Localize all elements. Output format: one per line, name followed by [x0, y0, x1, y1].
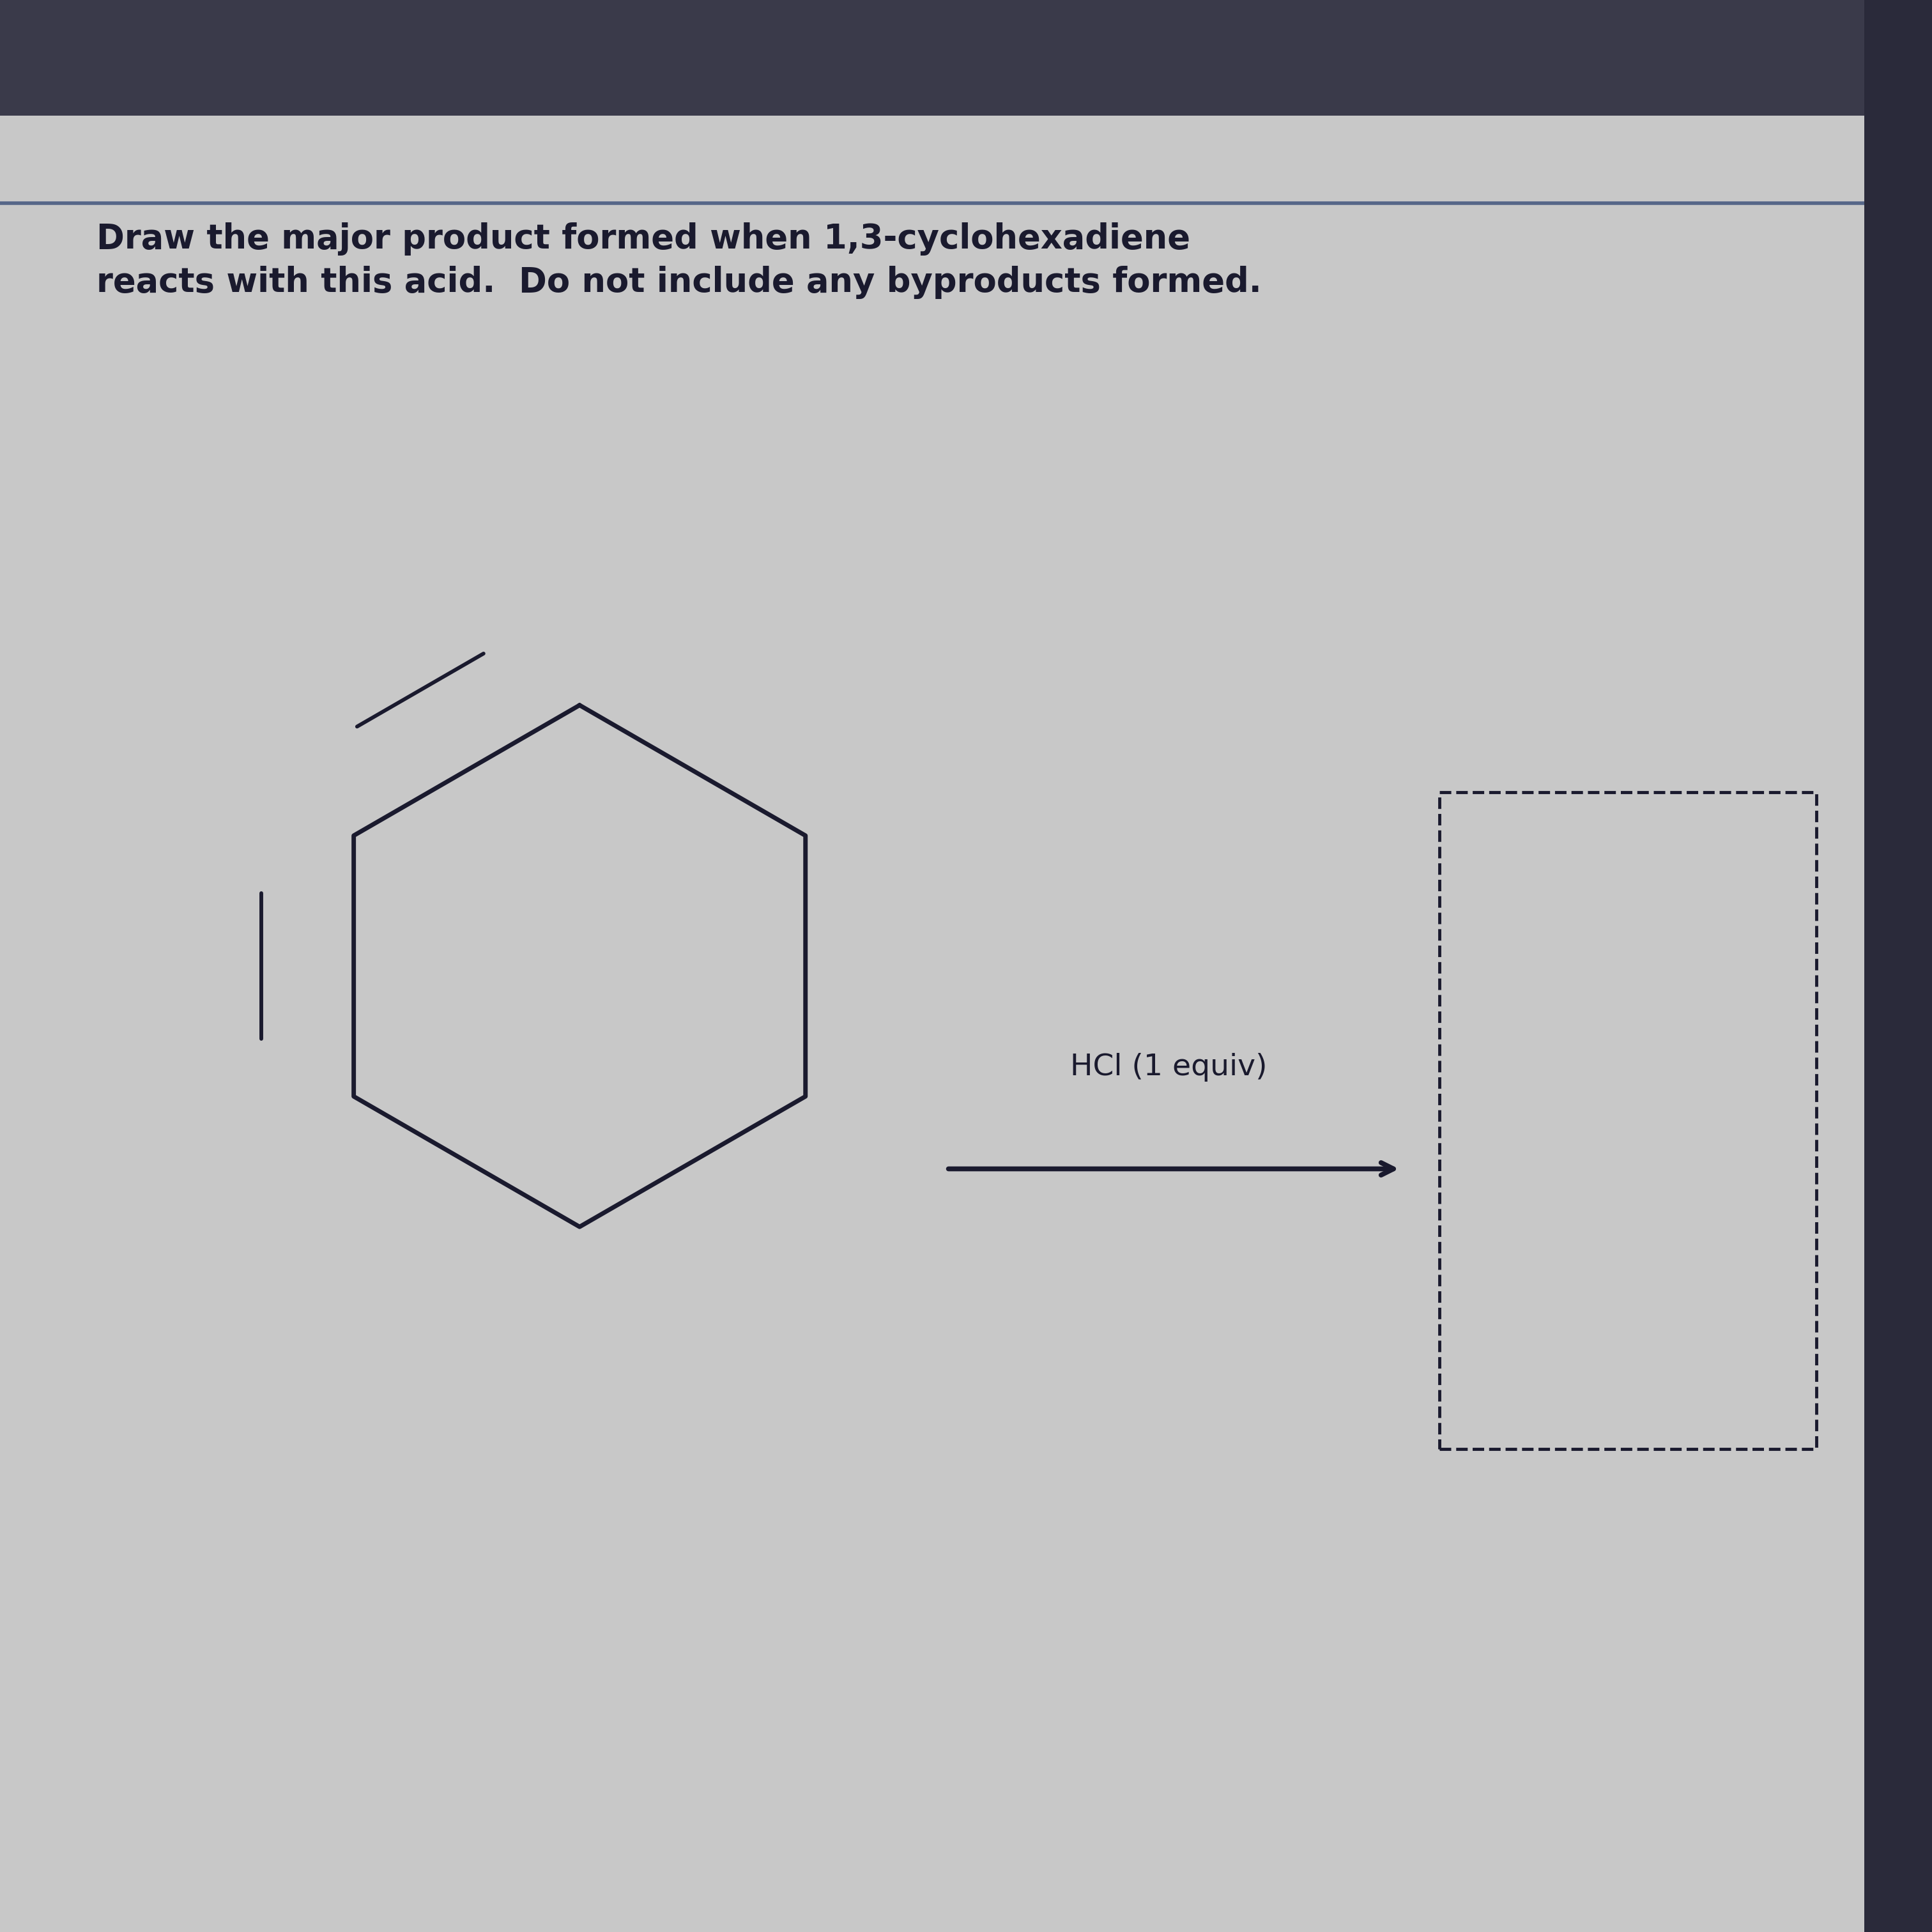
- Bar: [1864, 0, 1932, 1932]
- Bar: [1439, 792, 1816, 1449]
- Bar: [0, 0, 1864, 116]
- Text: HCl (1 equiv): HCl (1 equiv): [1070, 1053, 1267, 1082]
- Text: Draw the major product formed when 1,3-cyclohexadiene
reacts with this acid.  Do: Draw the major product formed when 1,3-c…: [97, 222, 1262, 299]
